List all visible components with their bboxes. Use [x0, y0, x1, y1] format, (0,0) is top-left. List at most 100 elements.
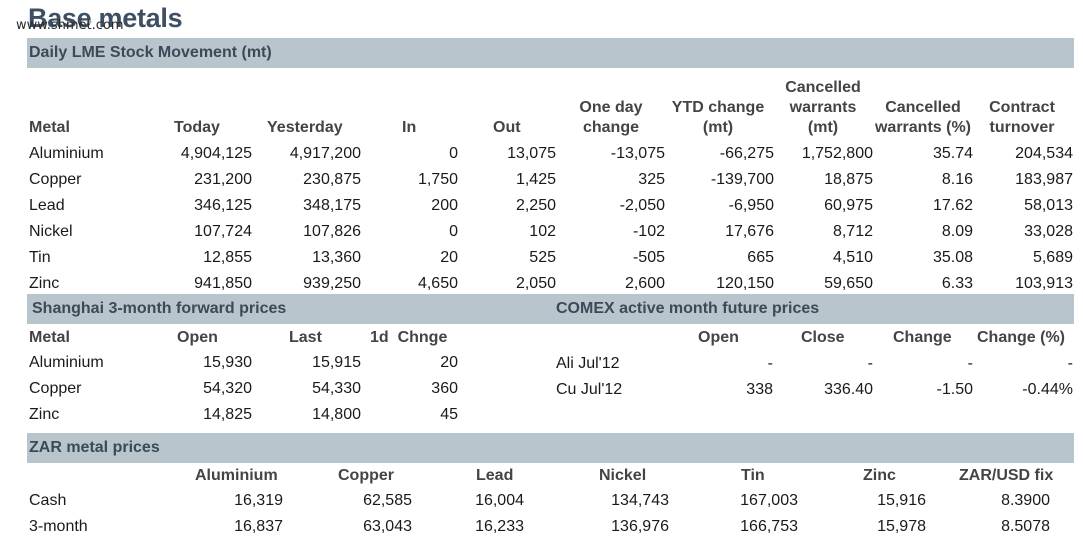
shanghai-cell: 54,330 [312, 380, 361, 397]
lme-cell: 60,975 [824, 197, 873, 214]
lme-cell: 102 [529, 223, 556, 240]
lme-cell: Aluminium [29, 145, 104, 162]
lme-cell: 58,013 [1024, 197, 1073, 214]
comex-header-0: Open [698, 329, 739, 346]
lme-cell: 120,150 [716, 275, 774, 292]
lme-cell: 6.33 [941, 275, 973, 292]
zar-cell: 62,585 [363, 492, 412, 509]
comex-header-1: Close [801, 329, 845, 346]
lme-cell: -2,050 [619, 197, 665, 214]
lme-cell: 346,125 [194, 197, 252, 214]
lme-cell: Zinc [29, 275, 60, 292]
zar-cell: 15,978 [877, 518, 926, 535]
zar-header-2: Lead [476, 467, 514, 484]
lme-cell: Lead [29, 197, 65, 214]
zar-cell: 15,916 [877, 492, 926, 509]
lme-cell: 35.74 [932, 145, 973, 162]
lme-cell: 8,712 [832, 223, 873, 240]
zar-cell: 166,753 [740, 518, 798, 535]
shanghai-cell: 45 [440, 406, 458, 423]
lme-cell: 2,600 [624, 275, 665, 292]
comex-section-title: COMEX active month future prices [556, 300, 820, 317]
lme-header-0: Metal [29, 119, 70, 136]
lme-cell: 8.16 [941, 171, 973, 188]
comex-cell: -0.44% [1022, 381, 1073, 398]
lme-cell: Tin [29, 249, 51, 266]
lme-cell: 525 [529, 249, 556, 266]
lme-cell: 348,175 [303, 197, 361, 214]
zar-section-bar: ZAR metal prices [27, 433, 1074, 463]
zar-cell: 8.3900 [1001, 492, 1050, 509]
lme-header-9: Contract turnover [989, 99, 1055, 136]
comex-cell: - [767, 355, 773, 372]
zar-cell: 16,004 [475, 492, 524, 509]
shanghai-cell: 360 [431, 380, 458, 397]
zar-header-4: Tin [741, 467, 765, 484]
page-title: Base metals [28, 3, 183, 33]
zar-cell: 167,003 [740, 492, 798, 509]
lme-cell: 12,855 [203, 249, 252, 266]
lme-cell: 35.08 [932, 249, 973, 266]
lme-cell: 103,913 [1015, 275, 1073, 292]
shanghai-cell: 15,930 [203, 354, 252, 371]
lme-header-1: Today [174, 119, 220, 136]
zar-cell: 16,837 [234, 518, 283, 535]
lme-cell: 17,676 [725, 223, 774, 240]
zar-cell: Cash [29, 492, 67, 509]
comex-cell: Ali Jul'12 [556, 355, 620, 372]
lme-cell: 5,689 [1032, 249, 1073, 266]
lme-cell: Copper [29, 171, 82, 188]
lme-cell: 4,917,200 [289, 145, 361, 162]
lme-cell: 0 [449, 223, 458, 240]
lme-header-7: Cancelled warrants (mt) [785, 79, 861, 136]
lme-header-8: Cancelled warrants (%) [874, 99, 972, 136]
lme-cell: 107,826 [303, 223, 361, 240]
lme-cell: 1,425 [515, 171, 556, 188]
shanghai-cell: 14,825 [203, 406, 252, 423]
lme-cell: 33,028 [1024, 223, 1073, 240]
comex-cell: - [867, 355, 873, 372]
lme-cell: 665 [747, 249, 774, 266]
lme-cell: 8.09 [941, 223, 973, 240]
lme-cell: 4,510 [832, 249, 873, 266]
lme-header-6: YTD change (mt) [671, 99, 765, 136]
zar-cell: 134,743 [611, 492, 669, 509]
lme-header-3: In [402, 119, 417, 136]
zar-header-1: Copper [338, 467, 394, 484]
lme-cell: 183,987 [1015, 171, 1073, 188]
lme-cell: 2,250 [515, 197, 556, 214]
shanghai-cell: 14,800 [312, 406, 361, 423]
comex-cell: -1.50 [936, 381, 973, 398]
comex-cell: - [967, 355, 973, 372]
lme-section-bar: Daily LME Stock Movement (mt) [27, 38, 1074, 68]
lme-cell: -505 [632, 249, 665, 266]
watermark: www.shmet.com [16, 18, 124, 33]
shanghai-cell: Copper [29, 380, 82, 397]
zar-cell: 16,233 [475, 518, 524, 535]
lme-cell: -66,275 [719, 145, 774, 162]
comex-cell: 336.40 [824, 381, 873, 398]
lme-cell: -6,950 [728, 197, 774, 214]
comex-cell: - [1067, 355, 1073, 372]
lme-cell: 200 [431, 197, 458, 214]
lme-cell: -139,700 [710, 171, 774, 188]
zar-cell: 63,043 [363, 518, 412, 535]
shanghai-cell: 20 [440, 354, 458, 371]
lme-cell: 204,534 [1015, 145, 1073, 162]
lme-cell: Nickel [29, 223, 73, 240]
lme-cell: 20 [440, 249, 458, 266]
lme-cell: 230,875 [303, 171, 361, 188]
shanghai-cell: 54,320 [203, 380, 252, 397]
comex-cell: 338 [746, 381, 773, 398]
lme-cell: 941,850 [194, 275, 252, 292]
lme-header-2: Yesterday [267, 119, 343, 136]
shanghai-cell: Aluminium [29, 354, 104, 371]
shanghai-header-1: Open [177, 329, 218, 346]
shanghai-cell: Zinc [29, 406, 60, 423]
lme-cell: 4,904,125 [180, 145, 252, 162]
lme-cell: 939,250 [303, 275, 361, 292]
comex-header-3: Change (%) [977, 329, 1065, 346]
lme-cell: 59,650 [824, 275, 873, 292]
zar-header-5: Zinc [863, 467, 896, 484]
lme-cell: 2,050 [515, 275, 556, 292]
